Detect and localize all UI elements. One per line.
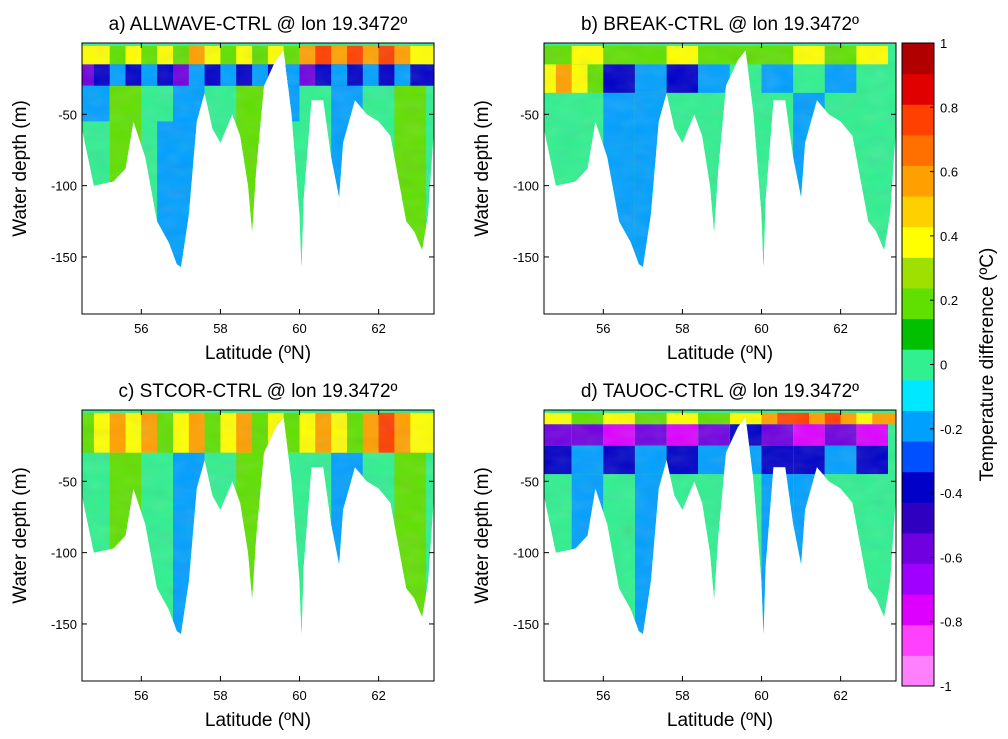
field-texture (82, 43, 434, 267)
temperature-field (544, 410, 896, 634)
colorbar-tick-label: -0.8 (940, 615, 962, 630)
colorbar-swatch (902, 594, 934, 626)
colorbar-swatch (902, 73, 934, 105)
x-axis-label: Latitude (ºN) (205, 343, 311, 364)
colorbar-swatch (902, 379, 934, 411)
panel-title: b) BREAK-CTRL @ lon 19.3472º (581, 14, 859, 35)
colorbar-tick-label: -0.6 (940, 550, 962, 565)
colorbar-label: Temperature difference (ºC) (977, 248, 998, 482)
panel-a: a) ALLWAVE-CTRL @ lon 19.3472º Water dep… (10, 14, 435, 364)
colorbar-swatch (902, 624, 934, 656)
plot-frame (81, 409, 435, 682)
colorbar-tick-label: -0.2 (940, 422, 962, 437)
x-tick-label: 60 (292, 688, 306, 703)
colorbar-tick-label: -1 (940, 679, 952, 694)
field-texture (544, 43, 896, 267)
x-tick-label: 58 (213, 688, 227, 703)
panel-b: b) BREAK-CTRL @ lon 19.3472º Water depth… (472, 14, 897, 364)
y-tick-label: -150 (513, 250, 539, 265)
colorbar-swatch (902, 655, 934, 687)
colorbar-swatch (902, 471, 934, 503)
plot-frame (81, 42, 435, 315)
field-texture (82, 410, 434, 634)
panel-title: c) STCOR-CTRL @ lon 19.3472º (119, 381, 398, 402)
x-axis-label: Latitude (ºN) (667, 343, 773, 364)
x-tick-label: 58 (675, 688, 689, 703)
colorbar-swatch (902, 318, 934, 350)
y-axis-label: Water depth (m) (472, 467, 493, 604)
colorbar-swatch (902, 410, 934, 442)
colorbar-swatch (902, 563, 934, 595)
y-tick-label: -150 (513, 617, 539, 632)
colorbar-swatch (902, 287, 934, 320)
x-tick-label: 60 (754, 688, 768, 703)
colorbar-swatch (902, 196, 934, 228)
plot-frame (543, 409, 897, 682)
y-axis-label: Water depth (m) (10, 100, 31, 237)
temperature-field (82, 43, 434, 267)
panel-title: d) TAUOC-CTRL @ lon 19.3472º (581, 381, 859, 402)
colorbar-swatch (902, 43, 934, 75)
x-tick-label: 62 (371, 688, 385, 703)
colorbar-swatch (902, 532, 934, 565)
colorbar-swatch (902, 502, 934, 534)
y-axis-label: Water depth (m) (10, 467, 31, 604)
colorbar: Temperature difference (ºC) 1 0.8 0.6 0.4 0.… (901, 36, 998, 694)
colorbar-tick-label: 0.2 (940, 293, 958, 308)
x-tick-label: 60 (754, 321, 768, 336)
field-cell (204, 121, 237, 267)
y-tick-label: -50 (520, 474, 539, 489)
colorbar-swatch (902, 226, 934, 258)
x-tick-label: 56 (134, 321, 148, 336)
temperature-field (544, 43, 896, 267)
x-tick-label: 56 (596, 688, 610, 703)
x-tick-label: 62 (833, 688, 847, 703)
x-tick-label: 60 (292, 321, 306, 336)
field-cell (362, 121, 395, 267)
colorbar-swatch (902, 134, 934, 166)
y-tick-label: -150 (51, 617, 77, 632)
y-tick-label: -100 (513, 546, 539, 561)
y-tick-label: -150 (51, 250, 77, 265)
colorbar-tick-label: 0.8 (940, 100, 958, 115)
y-axis-label: Water depth (m) (472, 100, 493, 237)
temperature-field (82, 410, 434, 634)
x-tick-label: 56 (596, 321, 610, 336)
x-tick-label: 62 (371, 321, 385, 336)
y-tick-label: -100 (51, 179, 77, 194)
y-tick-label: -100 (51, 546, 77, 561)
colorbar-tick-label: 0.4 (940, 229, 958, 244)
x-tick-label: 62 (833, 321, 847, 336)
plot-frame (543, 42, 897, 315)
x-tick-label: 56 (134, 688, 148, 703)
colorbar-tick-label: 0.6 (940, 165, 958, 180)
y-tick-label: -100 (513, 179, 539, 194)
colorbar-swatch (902, 441, 934, 473)
panel-d: d) TAUOC-CTRL @ lon 19.3472º Water depth… (472, 381, 897, 731)
y-tick-label: -50 (58, 107, 77, 122)
colorbar-tick-label: 0 (940, 358, 947, 373)
panel-title: a) ALLWAVE-CTRL @ lon 19.3472º (109, 14, 408, 35)
colorbar-swatch (902, 104, 934, 136)
colorbar-swatch (902, 165, 934, 197)
x-tick-label: 58 (213, 321, 227, 336)
y-tick-label: -50 (58, 474, 77, 489)
colorbar-tick-label: 1 (940, 36, 947, 51)
colorbar-swatch (902, 257, 934, 289)
field-texture (544, 410, 896, 634)
y-tick-label: -50 (520, 107, 539, 122)
panel-c: c) STCOR-CTRL @ lon 19.3472º Water depth… (10, 381, 435, 731)
x-axis-label: Latitude (ºN) (205, 710, 311, 731)
x-tick-label: 58 (675, 321, 689, 336)
colorbar-tick-label: -0.4 (940, 486, 962, 501)
x-axis-label: Latitude (ºN) (667, 710, 773, 731)
colorbar-swatch (902, 349, 934, 381)
